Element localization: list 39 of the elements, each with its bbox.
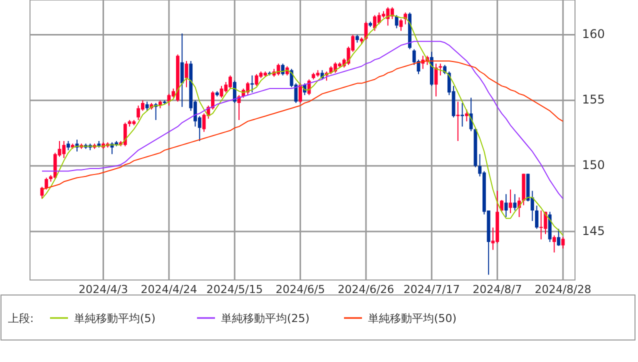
y-tick-label: 150: [582, 158, 605, 172]
x-tick-label: 2024/4/3: [78, 283, 128, 296]
candlestick: [504, 194, 508, 218]
y-tick-label: 160: [582, 27, 605, 42]
candlestick: [394, 14, 398, 29]
legend-label: 単純移動平均(25): [221, 312, 310, 325]
candlestick: [62, 140, 66, 159]
candlestick: [386, 6, 390, 26]
candlestick: [123, 122, 127, 147]
candlestick: [44, 177, 48, 190]
x-tick-label: 2024/6/5: [276, 283, 326, 296]
legend-label: 単純移動平均(5): [74, 312, 156, 325]
candlestick: [377, 12, 381, 25]
candlestick: [535, 205, 538, 230]
x-tick-label: 2024/7/17: [403, 283, 460, 296]
candlestick: [136, 105, 140, 121]
x-tick-label: 2024/5/15: [206, 283, 263, 296]
candlestick: [211, 90, 214, 110]
line-series: [42, 40, 564, 200]
candlestick: [552, 234, 556, 253]
candlestick: [145, 101, 149, 112]
y-tick-label: 155: [582, 92, 605, 107]
x-tick-label: 2024/6/26: [338, 283, 394, 296]
candlestick: [66, 140, 70, 151]
y-tick-label: 145: [582, 224, 605, 238]
legend-label: 単純移動平均(50): [368, 312, 457, 325]
candlestick: [298, 82, 302, 104]
legend-title: 上段:: [8, 312, 34, 325]
candlestick: [513, 194, 517, 211]
candlestick: [539, 210, 543, 240]
x-tick-label: 2024/8/7: [472, 283, 522, 296]
candlestick: [508, 189, 512, 214]
candlestick: [500, 200, 504, 212]
x-tick-label: 2024/8/28: [534, 283, 592, 296]
candlestick: [180, 32, 184, 108]
candlestick: [220, 85, 224, 98]
x-tick-label: 2024/4/24: [140, 283, 198, 296]
candlestick: [556, 228, 560, 246]
candlestick: [53, 152, 57, 180]
